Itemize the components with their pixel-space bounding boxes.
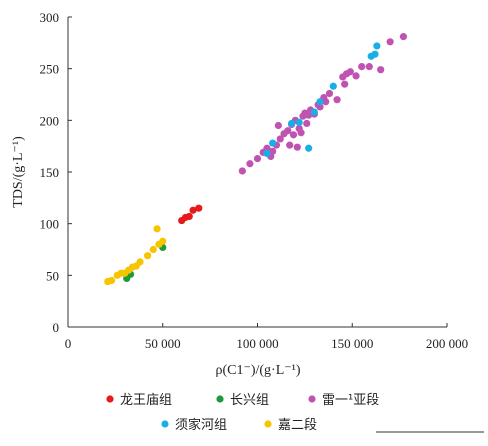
data-point-series-4 bbox=[136, 258, 144, 266]
data-point-series-2 bbox=[386, 38, 394, 46]
data-point-series-3 bbox=[305, 144, 313, 152]
data-point-series-2 bbox=[263, 144, 271, 152]
legend-marker bbox=[264, 420, 272, 428]
data-point-series-2 bbox=[399, 33, 408, 41]
data-point-series-2 bbox=[333, 96, 341, 104]
data-point-series-4 bbox=[107, 276, 116, 285]
data-point-series-3 bbox=[310, 108, 318, 116]
y-axis-title: TDS/(g·L⁻¹) bbox=[11, 136, 26, 208]
data-point-series-2 bbox=[358, 63, 366, 71]
data-point-series-2 bbox=[303, 119, 311, 128]
data-point-series-3 bbox=[269, 139, 277, 147]
x-axis-title: ρ(C1⁻)/(g·L⁻¹) bbox=[215, 363, 300, 378]
data-point-series-2 bbox=[297, 129, 305, 137]
data-point-series-2 bbox=[325, 89, 334, 98]
data-point-series-3 bbox=[295, 118, 303, 126]
legend-marker bbox=[216, 395, 224, 403]
y-tick-label: 0 bbox=[53, 320, 60, 335]
data-point-series-2 bbox=[286, 141, 294, 149]
data-point-series-2 bbox=[316, 103, 324, 111]
y-tick-label: 100 bbox=[40, 217, 60, 232]
y-tick-label: 200 bbox=[40, 113, 60, 128]
data-point-series-2 bbox=[341, 80, 349, 88]
data-point-series-3 bbox=[263, 149, 271, 157]
y-tick-label: 50 bbox=[46, 268, 59, 283]
data-point-series-3 bbox=[373, 42, 381, 50]
data-point-series-2 bbox=[377, 66, 385, 74]
data-point-series-2 bbox=[269, 147, 277, 155]
data-point-series-2 bbox=[293, 143, 301, 151]
data-point-series-2 bbox=[346, 68, 354, 76]
data-point-series-2 bbox=[246, 160, 254, 168]
data-point-series-3 bbox=[371, 50, 379, 58]
data-point-series-4 bbox=[159, 237, 167, 245]
data-point-series-0 bbox=[185, 212, 193, 221]
x-tick-label: 100 000 bbox=[236, 336, 278, 351]
data-point-series-2 bbox=[276, 135, 284, 143]
legend-label: 龙王庙组 bbox=[120, 393, 172, 408]
data-point-series-2 bbox=[289, 131, 298, 139]
y-ticks: 0 50 100 150 200 250 300 bbox=[40, 10, 72, 335]
legend-marker bbox=[308, 395, 316, 403]
data-point-series-3 bbox=[316, 98, 324, 106]
data-point-series-4 bbox=[149, 245, 157, 254]
x-tick-label: 0 bbox=[65, 336, 72, 351]
data-point-series-2 bbox=[352, 72, 360, 80]
x-ticks: 0 50 000 100 000 150 000 200 000 bbox=[65, 323, 468, 351]
y-tick-label: 300 bbox=[40, 10, 60, 25]
data-point-series-0 bbox=[189, 206, 197, 214]
legend-label: 须家河组 bbox=[175, 417, 227, 433]
legend-marker bbox=[161, 420, 169, 428]
legend-label: 雷一¹亚段 bbox=[322, 393, 379, 408]
data-point-series-3 bbox=[288, 119, 296, 128]
data-point-series-2 bbox=[365, 63, 373, 71]
data-point-series-2 bbox=[253, 154, 262, 163]
x-tick-label: 150 000 bbox=[331, 336, 373, 351]
x-tick-label: 50 000 bbox=[145, 336, 181, 351]
data-point-series-4 bbox=[153, 225, 161, 233]
data-points bbox=[104, 33, 408, 286]
y-tick-label: 250 bbox=[40, 62, 60, 77]
data-point-series-2 bbox=[284, 127, 292, 135]
legend-label: 长兴组 bbox=[230, 393, 269, 408]
y-tick-label: 150 bbox=[40, 165, 60, 180]
data-point-series-4 bbox=[143, 252, 152, 260]
data-point-series-0 bbox=[195, 204, 203, 212]
data-point-series-2 bbox=[274, 121, 282, 130]
legend-marker bbox=[106, 395, 114, 403]
x-tick-label: 200 000 bbox=[426, 336, 468, 351]
data-point-series-3 bbox=[329, 82, 337, 90]
legend-label: 嘉二段 bbox=[278, 418, 317, 433]
data-point-series-2 bbox=[238, 167, 246, 175]
data-point-series-2 bbox=[322, 98, 330, 106]
